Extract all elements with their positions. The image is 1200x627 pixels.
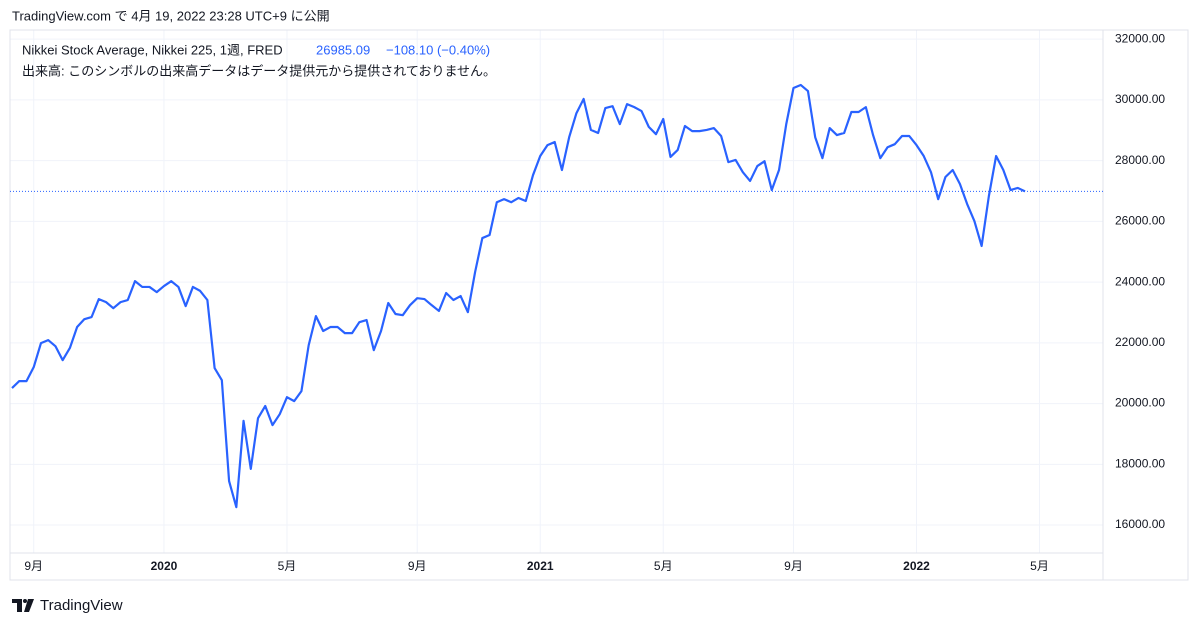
- logo-part: [12, 599, 22, 612]
- x-tick-label: 9月: [408, 559, 427, 573]
- y-tick-label: 26000.00: [1115, 214, 1165, 228]
- plot: [10, 83, 1103, 509]
- brand-name: TradingView: [40, 597, 123, 614]
- y-tick-label: 22000.00: [1115, 335, 1165, 349]
- y-tick-label: 20000.00: [1115, 396, 1165, 410]
- chart-title: Nikkei Stock Average, Nikkei 225, 1週, FR…: [22, 42, 283, 57]
- price-line: [11, 83, 1026, 509]
- brand-logo: [12, 599, 34, 612]
- y-tick-label: 30000.00: [1115, 92, 1165, 106]
- last-price: 26985.09: [316, 42, 370, 57]
- price-change: −108.10 (−0.40%): [386, 42, 490, 57]
- logo-part: [23, 599, 27, 603]
- x-tick-label: 2022: [903, 559, 930, 573]
- logo-part: [24, 599, 34, 612]
- y-tick-label: 28000.00: [1115, 153, 1165, 167]
- x-tick-label: 2021: [527, 559, 554, 573]
- x-tick-label: 5月: [1030, 559, 1049, 573]
- x-tick-label: 5月: [654, 559, 673, 573]
- y-tick-label: 24000.00: [1115, 274, 1165, 288]
- x-tick-label: 9月: [784, 559, 803, 573]
- publish-caption: TradingView.com で 4月 19, 2022 23:28 UTC+…: [12, 8, 330, 23]
- y-tick-label: 16000.00: [1115, 517, 1165, 531]
- y-tick-label: 32000.00: [1115, 31, 1165, 45]
- x-tick-label: 5月: [278, 559, 297, 573]
- grid: [10, 30, 1103, 553]
- x-tick-label: 2020: [151, 559, 178, 573]
- volume-note: 出来高: このシンボルの出来高データはデータ提供元から提供されておりません。: [22, 63, 496, 78]
- y-tick-label: 18000.00: [1115, 456, 1165, 470]
- x-tick-label: 9月: [24, 559, 43, 573]
- pane-frame: [9, 29, 1189, 581]
